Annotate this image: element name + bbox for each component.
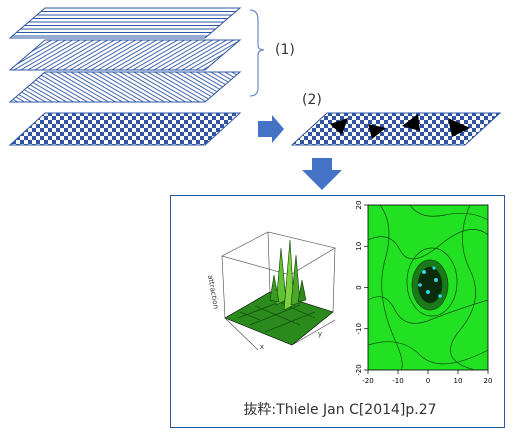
arrow-down (302, 158, 342, 190)
y-tick-label: -10 (355, 323, 363, 334)
layer (10, 72, 240, 102)
x-tick-label: 20 (484, 377, 493, 385)
label-step: (2) (302, 92, 322, 108)
y-tick-label: 0 (355, 285, 363, 289)
y-tick-label: 20 (355, 201, 363, 210)
x-axis-label: x (260, 343, 264, 351)
contour-plot (368, 205, 488, 374)
label-layers: (1) (275, 42, 295, 58)
diagram: (1) (2) attraction x y (0, 0, 515, 433)
base-layer (10, 113, 240, 145)
y-tick-label: 10 (355, 242, 363, 251)
layer (10, 40, 240, 70)
source-caption: 抜粋:Thiele Jan C[2014]p.27 (243, 402, 436, 418)
x-tick-label: 0 (426, 377, 430, 385)
x-tick-label: 10 (454, 377, 463, 385)
x-tick-label: -10 (392, 377, 403, 385)
arrow-right (258, 115, 284, 143)
x-tick-label: -20 (362, 377, 373, 385)
layer (10, 8, 240, 38)
y-tick-label: -20 (355, 364, 363, 375)
agent-layer (292, 113, 500, 145)
bracket (250, 10, 264, 96)
y-axis-label: y (318, 330, 322, 338)
